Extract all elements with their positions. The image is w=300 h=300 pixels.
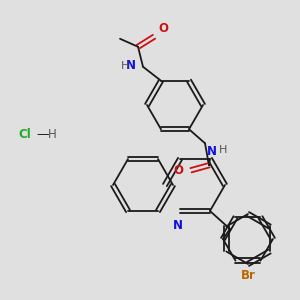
Text: Cl: Cl [18,128,31,142]
Text: N: N [126,59,136,72]
Text: —: — [36,128,49,142]
Text: N: N [207,145,217,158]
Text: H: H [219,145,227,155]
Text: O: O [158,22,168,35]
Text: H: H [48,128,57,142]
Text: O: O [173,164,183,177]
Text: H: H [121,61,129,71]
Text: Br: Br [241,269,255,282]
Text: N: N [173,219,183,232]
